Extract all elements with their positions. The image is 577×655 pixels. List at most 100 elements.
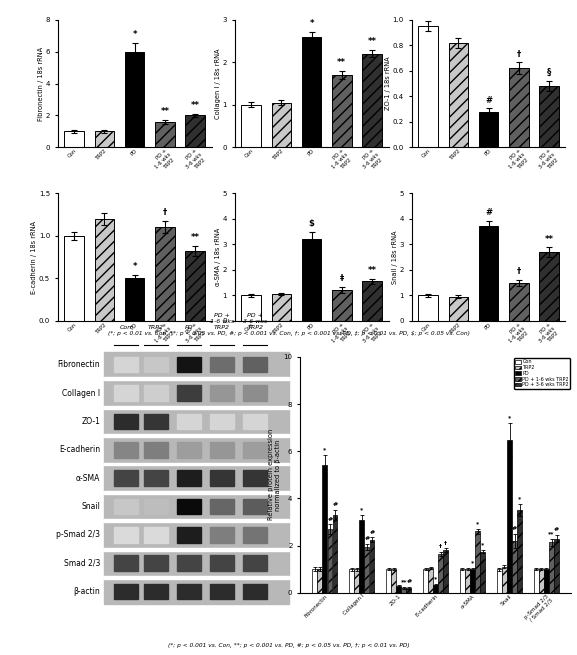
Bar bbox=[479, 111, 499, 147]
Text: #: # bbox=[332, 502, 338, 508]
Bar bbox=[359, 519, 364, 593]
Y-axis label: ZO-1 / 18s rRNA: ZO-1 / 18s rRNA bbox=[385, 57, 391, 110]
Bar bbox=[312, 569, 317, 593]
Bar bbox=[104, 434, 288, 437]
Bar bbox=[539, 569, 544, 593]
Bar bbox=[104, 406, 288, 409]
Bar bbox=[210, 413, 234, 429]
Y-axis label: E-cadherin / 18s rRNA: E-cadherin / 18s rRNA bbox=[31, 221, 38, 293]
Bar bbox=[423, 569, 428, 593]
Bar bbox=[243, 413, 267, 429]
Bar bbox=[144, 357, 167, 373]
Bar bbox=[104, 576, 288, 579]
Bar bbox=[210, 527, 234, 543]
Bar bbox=[302, 37, 321, 147]
Text: Collagen I: Collagen I bbox=[62, 388, 100, 398]
Text: α-SMA: α-SMA bbox=[76, 474, 100, 483]
Bar bbox=[241, 295, 261, 321]
Bar bbox=[470, 569, 475, 593]
Bar bbox=[302, 239, 321, 321]
Bar bbox=[243, 555, 267, 571]
Bar bbox=[144, 555, 167, 571]
Text: ‡: ‡ bbox=[340, 274, 344, 284]
Bar bbox=[243, 385, 267, 401]
Text: †: † bbox=[516, 50, 521, 58]
Text: (*; p < 0.01 vs. Con, **; p < 0.05 vs. PD, #; p < 0.001 vs. Con, †; p < 0.001 vs: (*; p < 0.01 vs. Con, **; p < 0.05 vs. P… bbox=[107, 331, 470, 336]
Bar bbox=[210, 442, 234, 458]
Text: #: # bbox=[512, 526, 517, 531]
Bar bbox=[155, 227, 175, 321]
Bar bbox=[448, 43, 468, 147]
Bar bbox=[365, 547, 369, 593]
Bar bbox=[243, 498, 267, 514]
Bar bbox=[144, 442, 167, 458]
Bar bbox=[243, 442, 267, 458]
Bar bbox=[104, 548, 288, 550]
Bar bbox=[418, 26, 438, 147]
Bar bbox=[177, 385, 201, 401]
Text: β-actin: β-actin bbox=[73, 587, 100, 596]
Bar bbox=[272, 294, 291, 321]
Bar bbox=[95, 219, 114, 321]
Text: #: # bbox=[485, 96, 492, 105]
Text: †: † bbox=[444, 540, 447, 546]
Bar bbox=[509, 283, 529, 321]
Bar bbox=[210, 584, 234, 599]
Bar bbox=[328, 529, 332, 593]
Bar bbox=[144, 584, 167, 599]
Bar bbox=[210, 385, 234, 401]
Bar bbox=[185, 251, 205, 321]
Text: *: * bbox=[323, 447, 327, 452]
Bar bbox=[243, 527, 267, 543]
Text: **: ** bbox=[368, 266, 376, 275]
Bar bbox=[518, 510, 522, 593]
Bar bbox=[554, 538, 559, 593]
Bar bbox=[332, 75, 351, 147]
Bar bbox=[65, 236, 84, 321]
Bar bbox=[539, 86, 559, 147]
Bar bbox=[114, 470, 138, 486]
Text: Snail: Snail bbox=[81, 502, 100, 511]
Bar bbox=[177, 498, 201, 514]
Legend: Con, TRP2, PD, PD + 1-6 wks TRP2, PD + 3-6 wks TRP2: Con, TRP2, PD, PD + 1-6 wks TRP2, PD + 3… bbox=[514, 358, 570, 389]
Bar bbox=[354, 569, 359, 593]
Bar bbox=[177, 555, 201, 571]
Text: #: # bbox=[406, 579, 411, 584]
Text: **: ** bbox=[544, 234, 553, 244]
Bar bbox=[210, 470, 234, 486]
Text: *: * bbox=[434, 576, 437, 581]
Text: **: ** bbox=[337, 58, 346, 67]
Bar bbox=[243, 357, 267, 373]
Text: *: * bbox=[132, 262, 137, 271]
Bar bbox=[210, 498, 234, 514]
Bar bbox=[391, 569, 396, 593]
Bar bbox=[272, 103, 291, 147]
Bar bbox=[369, 540, 374, 593]
Bar bbox=[210, 357, 234, 373]
Text: Smad 2/3: Smad 2/3 bbox=[64, 559, 100, 568]
Text: **: ** bbox=[160, 107, 169, 116]
Bar bbox=[185, 115, 205, 147]
Text: PD: PD bbox=[185, 325, 193, 330]
Bar bbox=[114, 385, 138, 401]
Bar bbox=[144, 413, 167, 429]
Bar bbox=[114, 442, 138, 458]
Text: *: * bbox=[471, 560, 474, 565]
Text: *: * bbox=[481, 542, 484, 547]
Bar bbox=[177, 584, 201, 599]
Bar bbox=[114, 357, 138, 373]
Text: *: * bbox=[360, 508, 364, 513]
Bar bbox=[502, 567, 507, 593]
Bar bbox=[104, 491, 288, 494]
Text: PD +
1-6 wks
TRP2: PD + 1-6 wks TRP2 bbox=[210, 313, 234, 330]
Bar bbox=[475, 531, 480, 593]
Bar bbox=[479, 227, 499, 321]
Text: *: * bbox=[476, 521, 479, 526]
Y-axis label: α-SMA / 18s rRNA: α-SMA / 18s rRNA bbox=[215, 228, 221, 286]
Bar bbox=[534, 569, 539, 593]
Bar bbox=[402, 588, 406, 593]
Bar bbox=[65, 132, 84, 147]
Text: †: † bbox=[439, 544, 442, 549]
Bar bbox=[433, 584, 438, 593]
Bar bbox=[144, 498, 167, 514]
